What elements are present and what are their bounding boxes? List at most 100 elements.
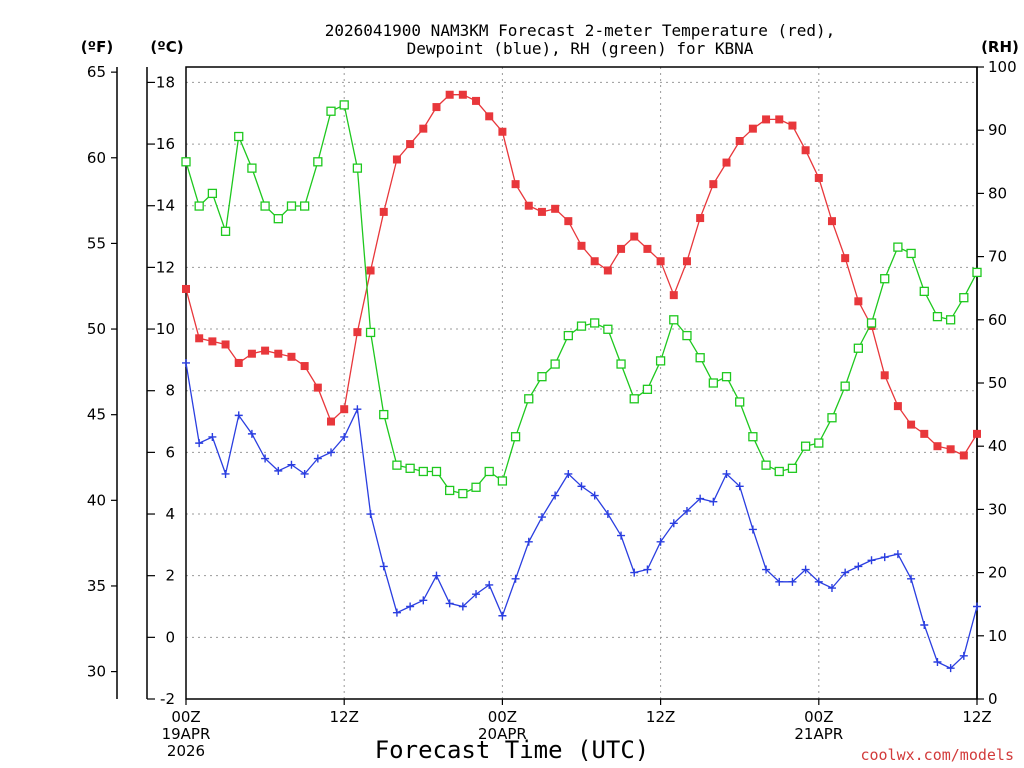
x-tick-label: 20APR [478, 725, 527, 743]
rh-point [524, 394, 534, 404]
rh-point [392, 460, 402, 470]
2-meter-temperature-point [801, 146, 810, 155]
fahrenheit-tick-label: 55 [87, 234, 106, 252]
rh-tick-label: 20 [988, 564, 1007, 582]
x-tick-label: 19APR [162, 725, 211, 743]
dewpoint-point [590, 491, 599, 500]
chart-title-line-1: 2026041900 NAM3KM Forecast 2-meter Tempe… [325, 21, 836, 40]
rh-point [682, 330, 692, 341]
x-tick-label: 21APR [794, 725, 843, 743]
celsius-tick-label: 18 [156, 73, 175, 91]
2-meter-temperature-point [735, 136, 744, 145]
rh-point [431, 466, 442, 477]
x-tick-label: 2026 [167, 742, 205, 760]
celsius-tick-label: 12 [156, 258, 175, 276]
rh-point [748, 432, 758, 442]
dewpoint-point [392, 608, 401, 617]
2-meter-temperature-point [274, 349, 283, 358]
2-meter-temperature-point [907, 420, 916, 429]
dewpoint-point [195, 439, 204, 448]
rh-point [497, 476, 508, 486]
celsius-tick-label: 14 [156, 197, 175, 215]
dewpoint-point [366, 510, 375, 519]
dewpoint-point [458, 602, 467, 611]
fahrenheit-tick-label: 45 [87, 406, 106, 424]
2-meter-temperature-point [854, 297, 863, 306]
rh-point [735, 397, 745, 407]
rh-point [352, 163, 363, 173]
fahrenheit-tick-label: 65 [87, 63, 106, 81]
dewpoint-point [564, 469, 573, 478]
dewpoint-point [274, 466, 283, 475]
rh-point [418, 466, 428, 477]
dewpoint-point [445, 599, 454, 608]
dewpoint-point [801, 565, 810, 574]
2-meter-temperature-point [827, 217, 836, 226]
dewpoint-point [182, 358, 190, 367]
rh-point [286, 201, 297, 211]
rh-point [471, 482, 481, 492]
dewpoint-point [485, 580, 494, 589]
2-meter-temperature-point [814, 173, 823, 182]
rh-point [550, 359, 560, 369]
2-meter-temperature-point [617, 244, 626, 253]
dewpoint-point [775, 577, 784, 586]
2-meter-temperature-point [643, 244, 652, 253]
2-meter-temperature-point [762, 115, 771, 124]
2-meter-temperature-point [261, 346, 270, 355]
rh-tick-label: 50 [988, 374, 1007, 392]
2-meter-temperature-point [498, 127, 507, 136]
2-meter-temperature-point [182, 284, 190, 293]
dewpoint-point [498, 611, 507, 620]
dewpoint-point [748, 525, 757, 534]
2-meter-temperature-point [472, 96, 481, 105]
rh-point [484, 466, 494, 477]
rh-point [800, 441, 811, 451]
x-tick-label: 12Z [962, 708, 991, 726]
2-meter-temperature-point [234, 358, 243, 367]
dewpoint-point [379, 562, 388, 571]
rh-point [906, 248, 916, 259]
rh-point [919, 286, 929, 297]
rh-point [669, 315, 679, 325]
rh-unit-label: (RH) [981, 38, 1019, 56]
rh-point [313, 157, 323, 167]
rh-point [590, 318, 600, 328]
grid [186, 67, 977, 699]
axes: -2 0 2 4 6 8 10 12 14 16 18 30 35 40 45 50 55 60 65 0 10 20 30… [87, 58, 1017, 760]
2-meter-temperature-point [485, 112, 494, 121]
2-meter-temperature-point [524, 201, 533, 210]
dewpoint-point [300, 469, 309, 478]
2-meter-temperature-line [185, 94, 978, 457]
dewpoint-point [696, 494, 705, 503]
x-axis-label: Forecast Time (UTC) [375, 736, 650, 764]
2-meter-temperature-point [959, 451, 968, 460]
celsius-tick-label: 2 [165, 567, 175, 585]
2-meter-temperature-point [300, 362, 309, 371]
x-tick-label: 12Z [646, 708, 675, 726]
2-meter-temperature-point [195, 334, 204, 343]
2-meter-temperature-point [247, 349, 256, 358]
2-meter-temperature-point [841, 254, 850, 263]
fahrenheit-tick-label: 60 [87, 149, 106, 167]
plot-frame [185, 66, 978, 700]
2-meter-temperature-point [709, 180, 718, 189]
rh-point [260, 201, 270, 211]
rh-point [840, 381, 850, 391]
x-tick-label: 12Z [330, 708, 359, 726]
dewpoint-point [920, 621, 929, 630]
2-meter-temperature-point [775, 115, 784, 124]
dewpoint-point [669, 519, 678, 528]
rh-point [787, 463, 798, 473]
rh-point [365, 327, 376, 338]
rh-point [234, 131, 244, 142]
rh-point [445, 485, 455, 496]
2-meter-temperature-point [551, 204, 560, 213]
rh-tick-label: 0 [988, 690, 998, 708]
2-meter-temperature-point [366, 266, 375, 275]
rh-point [220, 226, 231, 236]
rh-point [616, 359, 626, 369]
2-meter-temperature-point [722, 158, 731, 167]
dewpoint-point [261, 454, 270, 463]
rh-point [761, 460, 771, 470]
